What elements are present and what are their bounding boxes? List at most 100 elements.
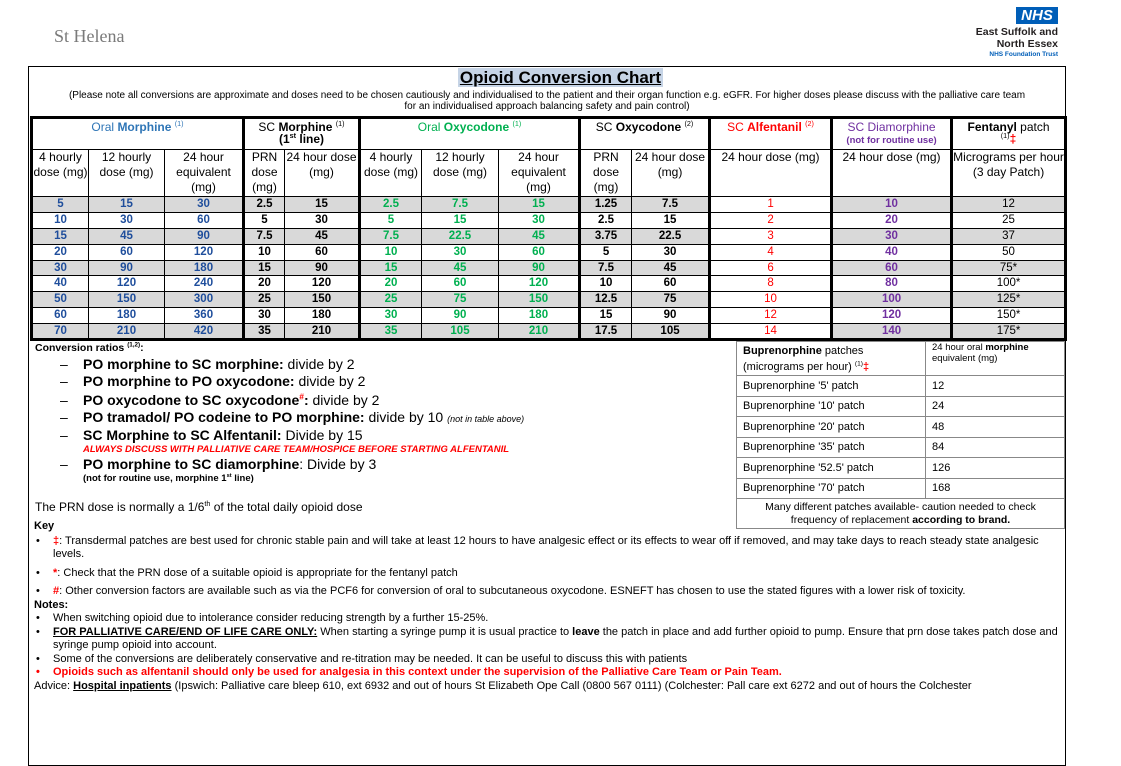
ratio-item: – PO morphine to SC morphine: divide by 2 — [60, 356, 355, 372]
column-header: 24 hour dose (mg) — [631, 149, 711, 197]
table-cell: 150* — [950, 307, 1067, 325]
table-cell: 420 — [164, 323, 244, 341]
text: (not for routine use, morphine 1 — [83, 473, 227, 484]
text: * — [53, 566, 58, 579]
table-cell: 17.5 — [578, 323, 633, 341]
text: PO morphine to SC diamorphine — [83, 456, 300, 472]
table-cell: 12.5 — [578, 291, 633, 309]
table-cell: 24 — [925, 395, 1065, 417]
table-cell: 15 — [631, 211, 711, 229]
table-cell: 300 — [164, 291, 244, 309]
ratios-title: Conversion ratios (1,2): — [35, 342, 725, 354]
text: – — [60, 392, 68, 408]
nhs-logo: NHS — [1016, 7, 1058, 24]
text: st — [289, 131, 297, 140]
text: Oral — [91, 120, 118, 134]
text: the patch in place and add further opioi… — [53, 625, 1058, 652]
key-item: ‡: Transdermal patches are best used for… — [34, 535, 1058, 562]
note-item: FOR PALLIATIVE CARE/END OF LIFE CARE ONL… — [34, 626, 1058, 653]
table-cell: Buprenorphine '10' patch — [736, 395, 926, 417]
table-cell: 15 — [31, 227, 89, 245]
table-cell: 180 — [497, 307, 581, 325]
column-header: PRN dose (mg) — [578, 149, 633, 197]
table-cell: 7.5 — [631, 196, 711, 213]
title-text: Opioid Conversion Chart — [457, 68, 664, 87]
table-cell: 80 — [830, 275, 953, 293]
text: : — [140, 342, 144, 354]
table-cell: 75* — [950, 259, 1067, 277]
text: divide by 2 — [308, 392, 380, 408]
text: Alfentanil — [747, 120, 802, 134]
table-cell: 22.5 — [631, 227, 711, 245]
bup-foot-row: Many different patches available- cautio… — [736, 498, 1065, 529]
text: – — [60, 427, 68, 443]
text: ‡ — [53, 534, 60, 547]
data-row: 10 30 60 5 30 5 15 30 2.5 15 2 20 25 — [31, 211, 1067, 229]
table-cell: 180 — [164, 259, 244, 277]
text: (1) — [512, 119, 522, 128]
text: : Divide by 3 — [299, 456, 377, 472]
table-cell: 7.5 — [578, 259, 633, 277]
group-header: SC Oxycodone (2) — [578, 117, 711, 150]
table-cell: 10 — [358, 243, 422, 261]
ratio-item: – PO morphine to PO oxycodone: divide by … — [60, 373, 365, 389]
text: Buprenorphine — [743, 344, 822, 357]
table-cell: 15 — [284, 196, 360, 213]
text: patches — [821, 344, 864, 357]
text: (1st line) — [279, 132, 324, 146]
text: The PRN dose is normally a 1/6 — [35, 500, 205, 514]
text: (1) — [1000, 131, 1010, 140]
column-header: 24 hour dose (mg) — [830, 149, 953, 197]
column-header: 4 hourly dose (mg) — [31, 149, 89, 197]
text: leave — [572, 625, 600, 638]
table-cell: 120 — [284, 275, 360, 293]
bup-header: Buprenorphine patches (micrograms per hou… — [736, 341, 926, 376]
text: ‡ — [862, 360, 870, 373]
text: Oral Morphine (1) SC Morphine (1) (1st li… — [31, 117, 1067, 197]
table-cell: 60 — [830, 259, 953, 277]
table-cell: 30 — [284, 211, 360, 229]
note-item: Opioids such as alfentanil should only b… — [34, 666, 1058, 680]
group-header: Oral Oxycodone (1) — [357, 117, 581, 150]
table-cell: 2.5 — [358, 196, 422, 213]
text: – — [60, 409, 68, 425]
text: (Ipswich: Palliative care bleep 610, ext… — [171, 679, 972, 692]
text: divide by 2 — [294, 373, 366, 389]
table-cell: 50 — [950, 243, 1067, 261]
text: PO oxycodone to SC oxycodone — [83, 392, 300, 408]
table-cell: 30 — [88, 211, 165, 229]
prn-note: The PRN dose is normally a 1/6th of the … — [35, 500, 363, 514]
conversion-table: Oral Morphine (1) SC Morphine (1) (1st li… — [30, 116, 1068, 342]
table-cell: Buprenorphine '5' patch — [736, 375, 926, 397]
trust-name: East Suffolk and North Essex NHS Foundatio… — [976, 26, 1058, 59]
table-cell: 3.75 — [578, 227, 633, 245]
table-cell: 30 — [358, 307, 422, 325]
text: # — [53, 585, 60, 597]
table-cell: 20 — [358, 275, 422, 293]
data-row: 20 60 120 10 60 10 30 60 5 30 4 40 50 — [31, 243, 1067, 261]
text: SC — [727, 120, 748, 134]
table-cell: 60 — [497, 243, 581, 261]
ratio-note: ALWAYS DISCUSS WITH PALLIATIVE CARE TEAM… — [83, 444, 510, 455]
text: line) — [231, 473, 254, 484]
table-cell: 150 — [284, 291, 360, 309]
intro-line: (Please note all conversions are approxi… — [68, 90, 1026, 101]
data-row: 15 45 90 7.5 45 7.5 22.5 45 3.75 22.5 3 30 37 — [31, 227, 1067, 245]
column-header: 24 hour dose (mg) — [284, 149, 360, 197]
intro-line: for an individualised approach balancing… — [404, 101, 690, 112]
table-cell: 37 — [950, 227, 1067, 245]
table-cell: 60 — [31, 307, 89, 325]
column-header: 4 hourly dose (mg) — [358, 149, 422, 197]
text: – — [60, 373, 68, 389]
table-cell: 120 — [88, 275, 165, 293]
text: equivalent (mg) — [932, 353, 998, 364]
table-cell: 150 — [497, 291, 581, 309]
table-cell: 6 — [708, 259, 833, 277]
text: st — [226, 472, 232, 479]
key-item: #: Other conversion factors are availabl… — [34, 585, 1058, 599]
table-cell: 90 — [88, 259, 165, 277]
bup-header-row: Buprenorphine patches (micrograms per hou… — [736, 341, 1065, 376]
text: ‡ — [1009, 132, 1017, 146]
table-cell: 90 — [164, 227, 244, 245]
table-cell: 8 — [708, 275, 833, 293]
